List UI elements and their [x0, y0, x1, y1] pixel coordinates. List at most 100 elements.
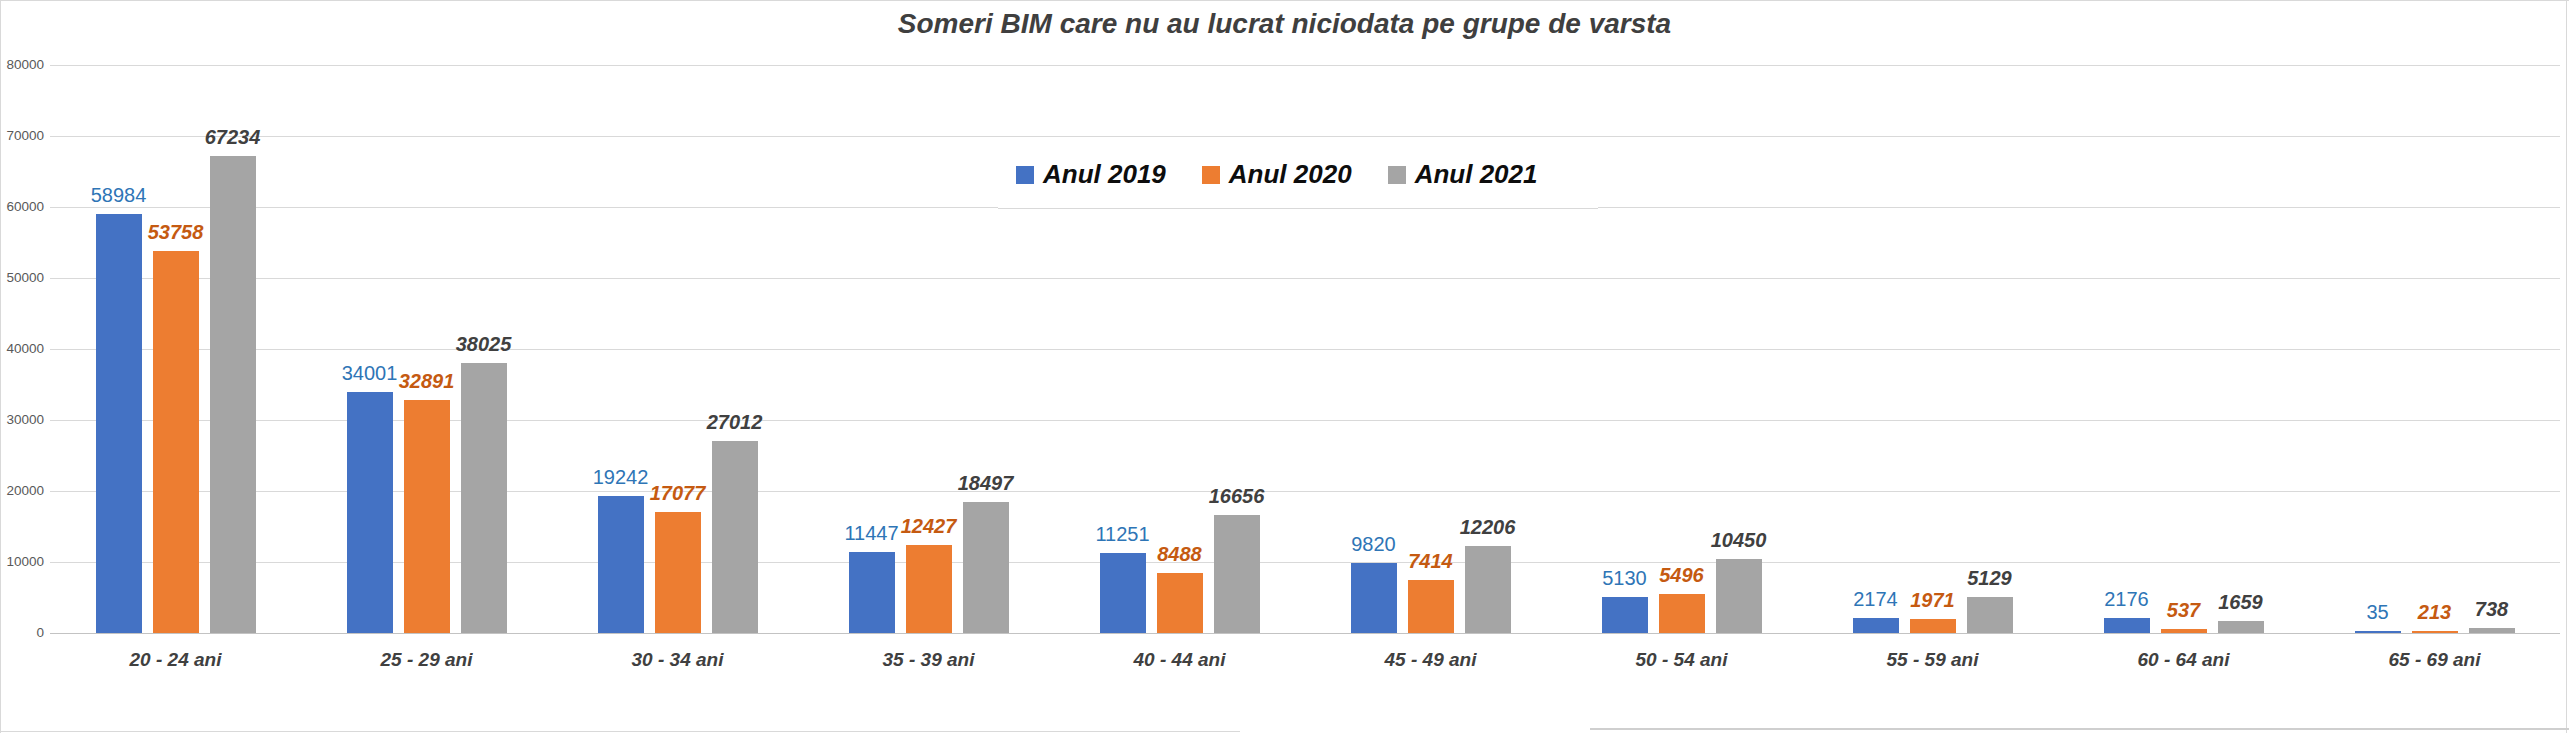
- value-label: 53758: [148, 220, 204, 244]
- bar-anul-2020[interactable]: [2161, 629, 2207, 633]
- bar-anul-2020[interactable]: [2412, 631, 2458, 633]
- bar-anul-2021[interactable]: [210, 156, 256, 633]
- chart-border-bottom-left: [0, 731, 1240, 732]
- value-label: 16656: [1209, 484, 1265, 508]
- bar-anul-2019[interactable]: [2104, 618, 2150, 633]
- chart-border-top: [0, 0, 2569, 1]
- bar-anul-2021[interactable]: [712, 441, 758, 633]
- value-label: 67234: [205, 125, 261, 149]
- y-tick-label: 60000: [0, 198, 44, 216]
- chart-legend: Anul 2019 Anul 2020 Anul 2021: [998, 141, 1598, 209]
- bar-anul-2019[interactable]: [1602, 597, 1648, 633]
- bar-anul-2019[interactable]: [347, 392, 393, 633]
- y-tick-label: 50000: [0, 269, 44, 287]
- value-label: 5496: [1659, 563, 1704, 587]
- bar-anul-2021[interactable]: [461, 363, 507, 633]
- bar-anul-2020[interactable]: [1408, 580, 1454, 633]
- chart-border-bottom-right: [1590, 728, 2569, 730]
- legend-swatch-icon: [1388, 166, 1406, 184]
- category-label: 30 - 34 ani: [632, 648, 724, 672]
- value-label: 34001: [342, 361, 398, 385]
- y-tick-label: 20000: [0, 482, 44, 500]
- legend-label: Anul 2019: [1043, 159, 1166, 190]
- category-label: 55 - 59 ani: [1887, 648, 1979, 672]
- bar-anul-2019[interactable]: [96, 214, 142, 633]
- value-label: 35: [2366, 600, 2388, 624]
- bar-anul-2019[interactable]: [849, 552, 895, 633]
- bar-anul-2020[interactable]: [1910, 619, 1956, 633]
- gridline: [50, 65, 2560, 66]
- category-label: 25 - 29 ani: [381, 648, 473, 672]
- bar-anul-2020[interactable]: [906, 545, 952, 633]
- y-tick-label: 10000: [0, 553, 44, 571]
- bar-anul-2021[interactable]: [2469, 628, 2515, 633]
- y-tick-label: 0: [0, 624, 44, 642]
- chart-title: Someri BIM care nu au lucrat niciodata p…: [0, 8, 2569, 40]
- legend-label: Anul 2021: [1415, 159, 1538, 190]
- bar-anul-2021[interactable]: [1967, 597, 2013, 633]
- gridline: [50, 349, 2560, 350]
- bar-anul-2020[interactable]: [1157, 573, 1203, 633]
- value-label: 38025: [456, 332, 512, 356]
- value-label: 18497: [958, 471, 1014, 495]
- y-tick-label: 30000: [0, 411, 44, 429]
- bar-anul-2019[interactable]: [2355, 631, 2401, 633]
- value-label: 9820: [1351, 532, 1396, 556]
- legend-item[interactable]: Anul 2020: [1202, 159, 1352, 190]
- bar-anul-2019[interactable]: [1100, 553, 1146, 633]
- category-label: 40 - 44 ani: [1134, 648, 1226, 672]
- legend-swatch-icon: [1202, 166, 1220, 184]
- value-label: 32891: [399, 369, 455, 393]
- value-label: 2174: [1853, 587, 1898, 611]
- value-label: 738: [2475, 597, 2508, 621]
- y-tick-label: 40000: [0, 340, 44, 358]
- legend-label: Anul 2020: [1229, 159, 1352, 190]
- value-label: 5130: [1602, 566, 1647, 590]
- value-label: 12206: [1460, 515, 1516, 539]
- value-label: 27012: [707, 410, 763, 434]
- bar-anul-2020[interactable]: [153, 251, 199, 633]
- bar-anul-2021[interactable]: [1716, 559, 1762, 633]
- value-label: 1659: [2218, 590, 2263, 614]
- value-label: 12427: [901, 514, 957, 538]
- bar-anul-2021[interactable]: [1214, 515, 1260, 633]
- x-axis-line: [50, 633, 2560, 634]
- y-tick-label: 70000: [0, 127, 44, 145]
- bar-anul-2019[interactable]: [1351, 563, 1397, 633]
- category-label: 60 - 64 ani: [2138, 648, 2230, 672]
- gridline: [50, 278, 2560, 279]
- bar-chart: Someri BIM care nu au lucrat niciodata p…: [0, 0, 2569, 733]
- chart-border-right: [2566, 0, 2567, 733]
- legend-item[interactable]: Anul 2021: [1388, 159, 1538, 190]
- value-label: 8488: [1157, 542, 1202, 566]
- value-label: 17077: [650, 481, 706, 505]
- value-label: 1971: [1910, 588, 1955, 612]
- bar-anul-2020[interactable]: [1659, 594, 1705, 633]
- category-label: 35 - 39 ani: [883, 648, 975, 672]
- bar-anul-2019[interactable]: [598, 496, 644, 633]
- value-label: 7414: [1408, 549, 1453, 573]
- bar-anul-2021[interactable]: [1465, 546, 1511, 633]
- category-label: 65 - 69 ani: [2389, 648, 2481, 672]
- bar-anul-2019[interactable]: [1853, 618, 1899, 633]
- value-label: 19242: [593, 465, 649, 489]
- legend-item[interactable]: Anul 2019: [1016, 159, 1166, 190]
- value-label: 11251: [1095, 522, 1149, 546]
- bar-anul-2020[interactable]: [655, 512, 701, 633]
- value-label: 58984: [91, 183, 147, 207]
- value-label: 2176: [2104, 587, 2149, 611]
- bar-anul-2021[interactable]: [2218, 621, 2264, 633]
- category-label: 50 - 54 ani: [1636, 648, 1728, 672]
- value-label: 10450: [1711, 528, 1767, 552]
- category-label: 20 - 24 ani: [130, 648, 222, 672]
- gridline: [50, 136, 2560, 137]
- bar-anul-2020[interactable]: [404, 400, 450, 634]
- value-label: 5129: [1967, 566, 2012, 590]
- category-label: 45 - 49 ani: [1385, 648, 1477, 672]
- y-tick-label: 80000: [0, 56, 44, 74]
- value-label: 11447: [844, 521, 898, 545]
- value-label: 537: [2167, 598, 2200, 622]
- legend-swatch-icon: [1016, 166, 1034, 184]
- value-label: 213: [2418, 600, 2451, 624]
- bar-anul-2021[interactable]: [963, 502, 1009, 633]
